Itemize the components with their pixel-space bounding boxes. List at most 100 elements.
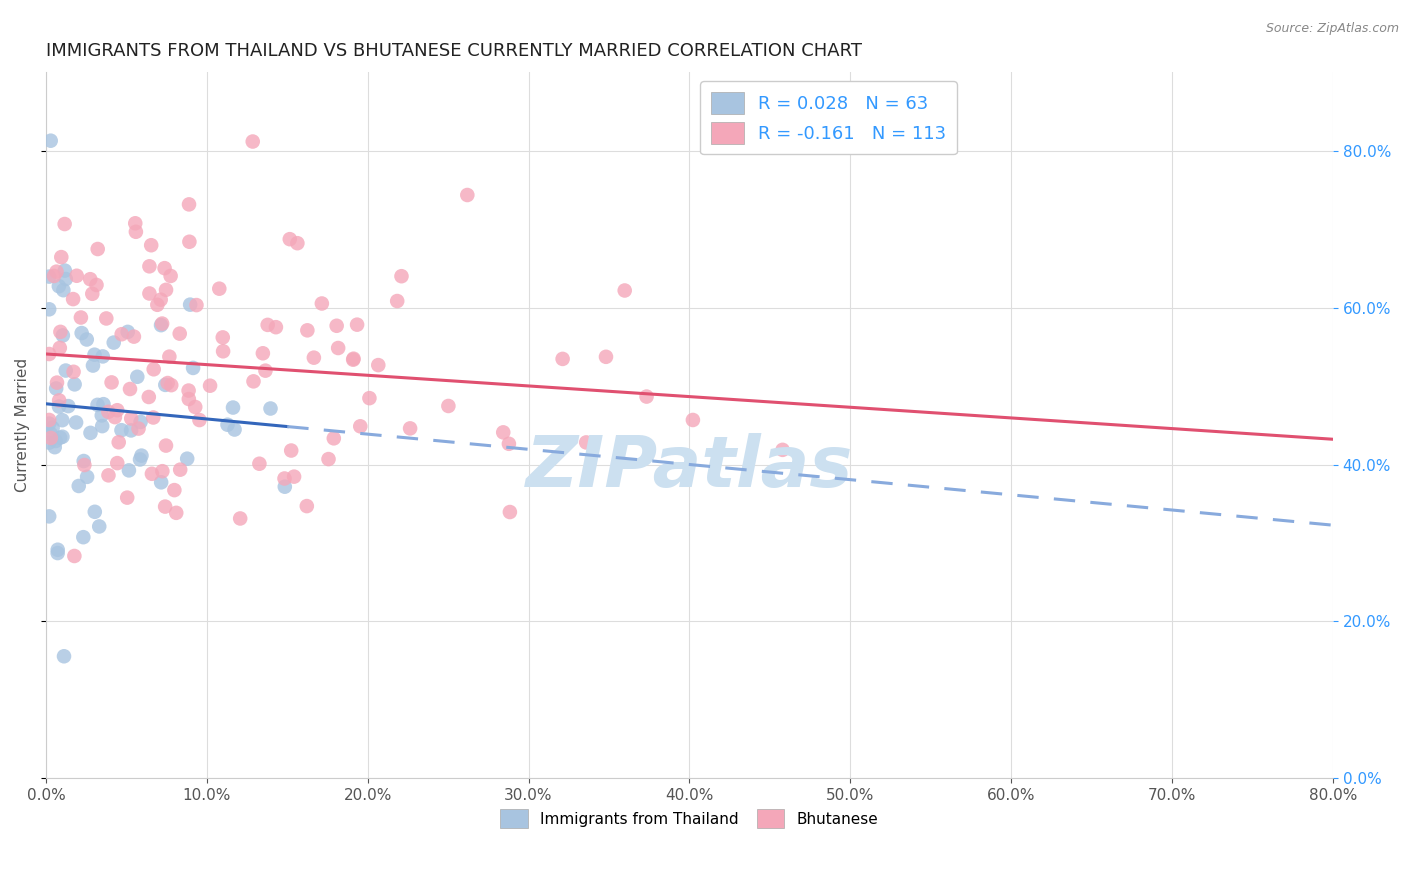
- Point: [153, 261, 176, 276]
- Point: [157, 350, 180, 364]
- Point: [129, 415, 152, 429]
- Point: [53, 263, 76, 277]
- Point: [184, 400, 207, 414]
- Point: [177, 392, 200, 406]
- Point: [613, 284, 636, 298]
- Point: [51, 250, 73, 264]
- Point: [111, 327, 134, 342]
- Point: [122, 329, 145, 343]
- Point: [222, 401, 245, 415]
- Point: [103, 335, 125, 350]
- Point: [141, 238, 163, 252]
- Point: [186, 298, 208, 312]
- Point: [44, 440, 66, 454]
- Point: [86, 242, 108, 256]
- Point: [297, 323, 319, 337]
- Point: [55, 272, 77, 286]
- Point: [65, 416, 87, 430]
- Point: [42, 268, 65, 283]
- Point: [51, 413, 73, 427]
- Point: [149, 293, 172, 307]
- Point: [128, 421, 150, 435]
- Point: [48, 400, 70, 414]
- Point: [118, 382, 141, 396]
- Point: [70, 326, 93, 340]
- Point: [120, 424, 142, 438]
- Point: [38, 435, 60, 450]
- Point: [38, 417, 60, 431]
- Point: [342, 351, 364, 366]
- Point: [328, 341, 350, 355]
- Point: [76, 333, 98, 347]
- Point: [58, 399, 80, 413]
- Point: [278, 232, 301, 246]
- Point: [499, 505, 522, 519]
- Point: [179, 235, 201, 249]
- Point: [67, 479, 90, 493]
- Point: [242, 135, 264, 149]
- Point: [72, 530, 94, 544]
- Point: [551, 351, 574, 366]
- Point: [107, 435, 129, 450]
- Point: [79, 272, 101, 286]
- Point: [181, 360, 204, 375]
- Point: [179, 298, 201, 312]
- Point: [89, 519, 111, 533]
- Point: [39, 431, 62, 445]
- Text: IMMIGRANTS FROM THAILAND VS BHUTANESE CURRENTLY MARRIED CORRELATION CHART: IMMIGRANTS FROM THAILAND VS BHUTANESE CU…: [46, 42, 862, 60]
- Point: [100, 376, 122, 390]
- Point: [91, 419, 114, 434]
- Point: [45, 265, 67, 279]
- Point: [188, 413, 211, 427]
- Point: [41, 421, 63, 435]
- Point: [51, 430, 73, 444]
- Point: [49, 341, 72, 355]
- Point: [138, 260, 160, 274]
- Point: [49, 431, 72, 445]
- Point: [48, 279, 70, 293]
- Point: [127, 369, 149, 384]
- Point: [682, 413, 704, 427]
- Point: [96, 311, 118, 326]
- Point: [97, 405, 120, 419]
- Point: [104, 410, 127, 425]
- Point: [359, 391, 381, 405]
- Point: [83, 348, 105, 362]
- Point: [141, 467, 163, 481]
- Point: [38, 347, 60, 361]
- Text: Source: ZipAtlas.com: Source: ZipAtlas.com: [1265, 22, 1399, 36]
- Point: [311, 296, 333, 310]
- Point: [66, 268, 89, 283]
- Point: [138, 390, 160, 404]
- Point: [367, 358, 389, 372]
- Point: [91, 350, 114, 364]
- Point: [53, 649, 76, 664]
- Point: [283, 469, 305, 483]
- Point: [342, 352, 364, 367]
- Point: [38, 509, 60, 524]
- Point: [46, 542, 69, 557]
- Point: [211, 330, 233, 344]
- Point: [456, 188, 478, 202]
- Point: [163, 483, 186, 497]
- Point: [176, 451, 198, 466]
- Point: [155, 377, 177, 392]
- Point: [492, 425, 515, 440]
- Point: [399, 421, 422, 435]
- Point: [82, 359, 104, 373]
- Point: [325, 318, 347, 333]
- Point: [138, 286, 160, 301]
- Point: [124, 216, 146, 230]
- Point: [45, 382, 67, 396]
- Point: [177, 197, 200, 211]
- Point: [110, 423, 132, 437]
- Point: [280, 443, 302, 458]
- Point: [73, 454, 96, 468]
- Point: [49, 325, 72, 339]
- Point: [79, 425, 101, 440]
- Point: [39, 134, 62, 148]
- Point: [52, 283, 75, 297]
- Point: [256, 318, 278, 332]
- Point: [198, 378, 221, 392]
- Point: [160, 378, 183, 392]
